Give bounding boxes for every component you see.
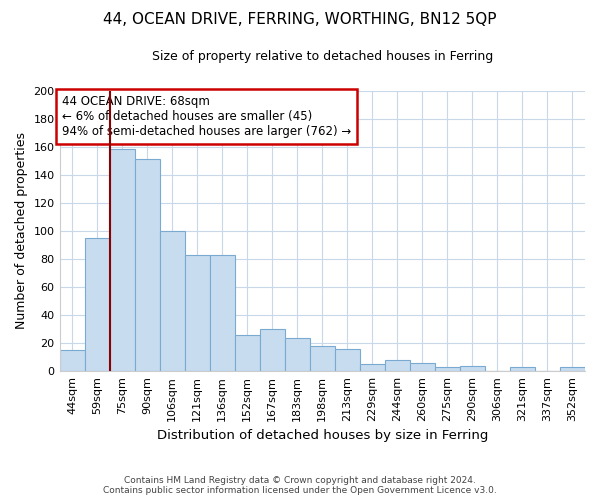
Bar [134,160,160,371]
Bar [460,366,485,371]
Bar [435,367,460,371]
Bar [310,346,335,371]
Bar [510,367,535,371]
Bar [560,367,585,371]
Text: Contains HM Land Registry data © Crown copyright and database right 2024.
Contai: Contains HM Land Registry data © Crown c… [103,476,497,495]
X-axis label: Distribution of detached houses by size in Ferring: Distribution of detached houses by size … [157,430,488,442]
Text: 44 OCEAN DRIVE: 68sqm
← 6% of detached houses are smaller (45)
94% of semi-detac: 44 OCEAN DRIVE: 68sqm ← 6% of detached h… [62,95,352,138]
Bar [235,334,260,371]
Bar [209,254,235,371]
Bar [185,254,209,371]
Bar [285,338,310,371]
Bar [85,238,110,371]
Bar [385,360,410,371]
Bar [260,329,285,371]
Bar [59,350,85,371]
Bar [335,348,360,371]
Text: 44, OCEAN DRIVE, FERRING, WORTHING, BN12 5QP: 44, OCEAN DRIVE, FERRING, WORTHING, BN12… [103,12,497,28]
Bar [360,364,385,371]
Bar [110,150,134,371]
Bar [160,231,185,371]
Y-axis label: Number of detached properties: Number of detached properties [15,132,28,330]
Bar [410,363,435,371]
Title: Size of property relative to detached houses in Ferring: Size of property relative to detached ho… [152,50,493,63]
